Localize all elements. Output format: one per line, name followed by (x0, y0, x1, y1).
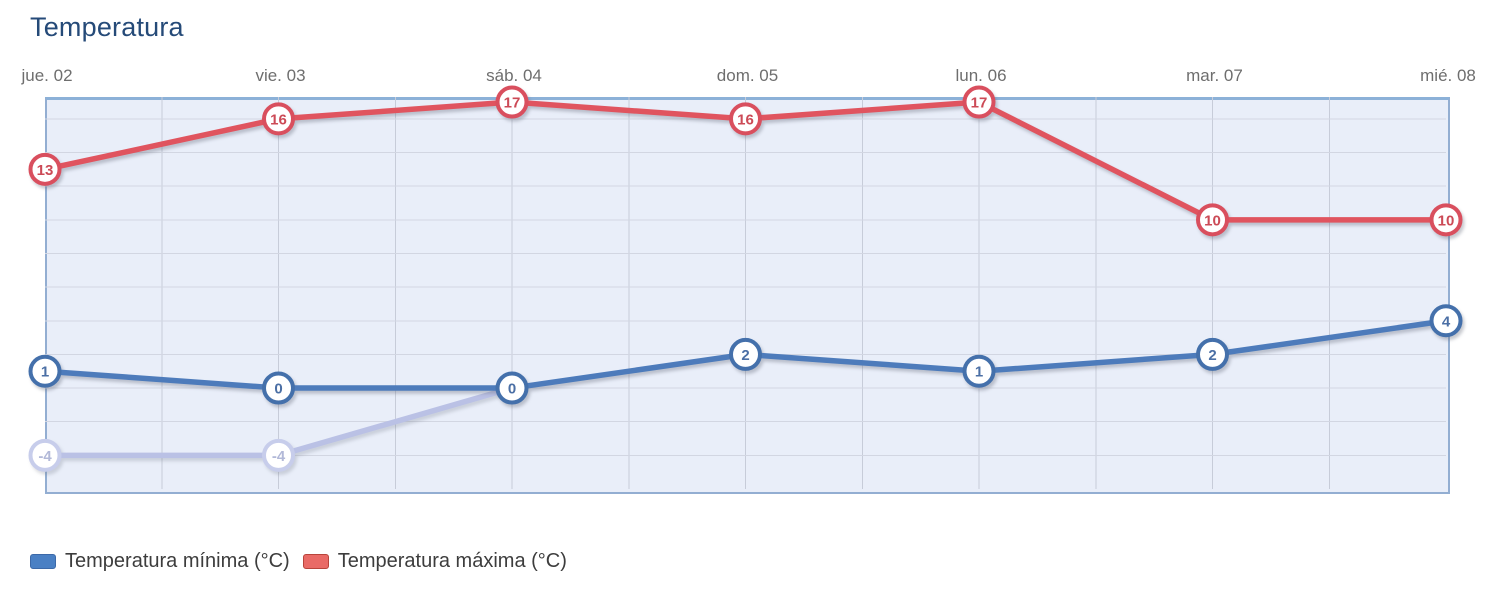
data-point-label: 13 (37, 162, 54, 179)
x-axis-label: dom. 05 (716, 66, 779, 85)
x-axis-label: jue. 02 (21, 66, 73, 85)
data-point-label: 10 (1438, 212, 1455, 229)
x-axis-labels: jue. 02 vie. 03 sáb. 04 dom. 05 lun. 06 mar. … (0, 66, 1495, 90)
data-point-marker (729, 337, 762, 371)
data-point-label: 4 (1442, 313, 1451, 330)
legend-item-temperatura-minima[interactable]: Temperatura mínima (°C) (30, 550, 290, 573)
page-title: Temperatura (30, 12, 184, 42)
x-axis-label: mar. 07 (1186, 66, 1243, 85)
data-point-marker (729, 102, 762, 136)
data-point-label: 17 (504, 95, 521, 112)
legend-label-minima: Temperatura mínima (°C) (65, 549, 290, 572)
x-axis-label: vie. 03 (255, 66, 306, 85)
series-Temperatura máxima (°C): 13 16 17 16 17 10 10 (28, 85, 1463, 237)
data-point-marker (962, 85, 996, 119)
data-point-marker (1429, 304, 1463, 338)
chart-plot-area: -4 -4 1 0 0 2 1 2 4 13 16 17 16 17 10 10 (28, 85, 1463, 494)
data-point-marker (962, 354, 996, 388)
chart-legend: Temperatura mínima (°C) Temperatura máxi… (30, 545, 567, 577)
data-point-marker (1196, 337, 1229, 371)
legend-swatch-minima-icon (30, 553, 56, 569)
data-point-marker (28, 354, 62, 388)
data-point-label: 2 (741, 347, 749, 364)
gridlines (45, 97, 1446, 489)
x-axis-label: sáb. 04 (486, 66, 542, 85)
data-point-label: 16 (737, 111, 754, 128)
data-point-label: -4 (38, 448, 52, 465)
legend-swatch-maxima-icon (302, 553, 329, 569)
x-axis-label: mié. 08 (1420, 66, 1476, 85)
data-point-label: 0 (508, 381, 516, 398)
data-point-label: 1 (41, 364, 49, 381)
data-point-marker (1196, 203, 1229, 237)
series-faded-line: -4 -4 (28, 385, 515, 472)
data-point-label: -4 (272, 448, 286, 465)
data-point-marker (495, 371, 529, 405)
data-point-label: 17 (971, 95, 988, 112)
data-point-marker (262, 438, 295, 472)
x-axis-label: lun. 06 (955, 66, 1007, 85)
data-point-label: 2 (1208, 347, 1216, 364)
data-point-marker (262, 371, 295, 405)
legend-label-maxima: Temperatura máxima (°C) (337, 549, 567, 572)
series-Temperatura mínima (°C): 1 0 0 2 1 2 4 (28, 304, 1463, 405)
data-point-label: 0 (274, 381, 282, 398)
data-point-marker (28, 152, 62, 186)
data-point-marker (495, 85, 529, 119)
data-point-label: 1 (975, 364, 983, 381)
data-point-marker (28, 438, 62, 472)
data-point-label: 16 (270, 111, 287, 128)
data-point-label: 10 (1204, 212, 1221, 229)
data-point-marker (1429, 203, 1463, 237)
legend-item-temperatura-maxima[interactable]: Temperatura máxima (°C) (302, 549, 567, 573)
data-point-marker (262, 102, 295, 136)
